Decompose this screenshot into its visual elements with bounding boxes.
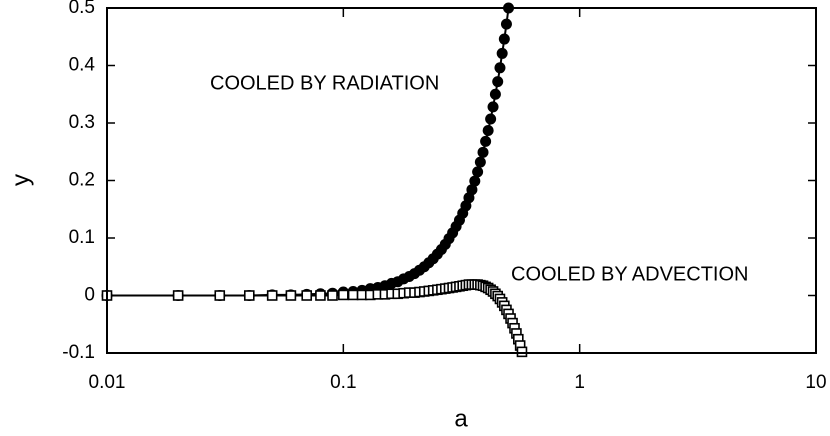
circle-marker [469, 175, 481, 187]
square-marker [301, 290, 313, 301]
series-line [107, 283, 523, 353]
annotation: COOLED BY ADVECTION [511, 263, 748, 285]
x-tick-label: 10 [805, 372, 826, 393]
circle-marker [492, 76, 504, 88]
circle-marker [480, 135, 492, 147]
circle-marker [485, 113, 497, 125]
square-marker [172, 290, 184, 301]
square-marker [327, 290, 338, 301]
circle-marker [500, 18, 512, 30]
square-marker [214, 290, 226, 301]
x-tick-label: 0.01 [89, 372, 126, 393]
square-marker [243, 290, 255, 301]
square-marker [338, 289, 349, 301]
y-tick-label: 0.5 [69, 0, 95, 18]
circle-marker [494, 62, 506, 74]
circle-marker [498, 33, 510, 45]
square-marker [347, 289, 359, 301]
annotation: COOLED BY RADIATION [210, 72, 439, 94]
circle-marker [474, 156, 486, 168]
y-tick-label: 0.3 [69, 112, 95, 133]
y-tick-label: 0.1 [69, 227, 95, 248]
x-axis-label: a [454, 405, 468, 432]
square-marker [516, 346, 528, 358]
circle-marker [489, 88, 501, 100]
y-tick-label: 0 [84, 285, 95, 306]
square-marker [315, 290, 326, 301]
circle-marker [482, 124, 494, 136]
y-axis-label: y [7, 174, 34, 186]
circle-marker [487, 101, 499, 113]
y-tick-label: -0.1 [62, 342, 95, 363]
plot-frame [106, 7, 817, 354]
square-marker [266, 290, 278, 301]
square-marker [285, 290, 297, 301]
series-line [107, 7, 510, 297]
y-tick-label: 0.4 [69, 55, 96, 76]
x-tick-label: 1 [574, 372, 585, 393]
x-tick-label: 0.1 [330, 372, 356, 393]
y-tick-label: 0.2 [69, 170, 95, 191]
circle-marker [466, 184, 478, 196]
circle-marker [496, 47, 508, 59]
circle-marker [472, 166, 484, 178]
circle-marker [477, 146, 489, 158]
